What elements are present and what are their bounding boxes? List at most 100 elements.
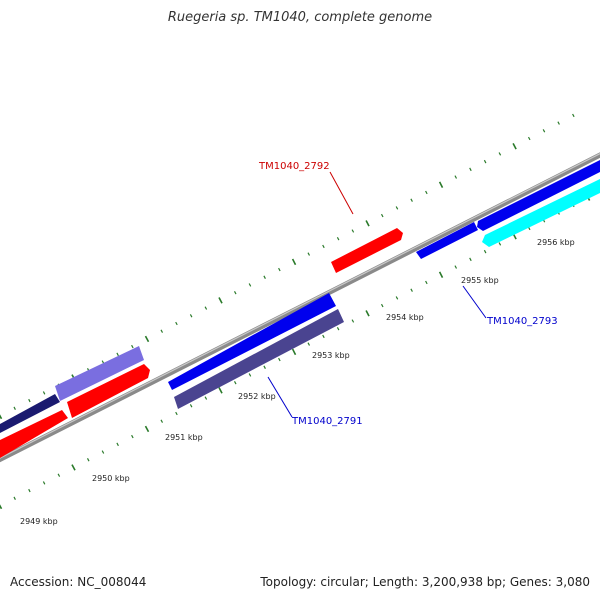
- tick-mark: [248, 283, 252, 287]
- tick-mark: [483, 249, 487, 254]
- tick-mark: [498, 242, 502, 246]
- tick-marks-lower: [0, 194, 591, 510]
- map-title: Ruegeria sp. TM1040, complete genome: [167, 10, 433, 25]
- tick-mark: [71, 464, 76, 471]
- tick-mark: [263, 365, 266, 369]
- gene-tm1040-2791-partner-blue[interactable]: [168, 293, 336, 390]
- tick-mark: [233, 291, 237, 295]
- accession-text: Accession: NC_008044: [10, 575, 147, 589]
- tick-mark: [160, 329, 164, 333]
- tick-mark: [42, 391, 46, 395]
- gene-feature-blue-small[interactable]: [416, 222, 478, 259]
- tick-mark: [527, 136, 531, 141]
- tick-mark: [351, 319, 355, 323]
- tick-mark: [425, 280, 428, 285]
- gene-tm1040-2792[interactable]: [331, 228, 403, 273]
- genome-stats-text: Topology: circular; Length: 3,200,938 bp…: [260, 575, 590, 589]
- tick-mark: [572, 113, 575, 118]
- kbp-label-2951: 2951 kbp: [165, 433, 203, 442]
- tick-mark: [189, 404, 193, 408]
- kbp-label-2952: 2952 kbp: [238, 392, 276, 401]
- tick-mark: [204, 306, 208, 310]
- tick-mark: [160, 419, 164, 423]
- gene-label-tm1040-2791[interactable]: TM1040_2791: [291, 416, 363, 427]
- tick-mark: [438, 181, 444, 188]
- tick-mark: [469, 257, 472, 262]
- kbp-label-2956: 2956 kbp: [537, 238, 575, 247]
- tick-mark: [144, 425, 150, 433]
- scale-labels: 2949 kbp 2950 kbp 2951 kbp 2952 kbp 2953…: [20, 238, 575, 526]
- tick-mark: [13, 406, 16, 410]
- leader-line-tm1040-2793: [462, 285, 487, 319]
- tick-mark: [28, 398, 31, 403]
- gene-labels: TM1040_2792 TM1040_2793 TM1040_2791: [258, 161, 558, 427]
- tick-mark: [483, 159, 487, 164]
- tick-mark: [57, 473, 61, 477]
- kbp-label-2953: 2953 kbp: [312, 351, 350, 360]
- tick-mark: [189, 314, 193, 318]
- tick-mark: [454, 265, 458, 269]
- tick-mark: [469, 167, 472, 172]
- tick-mark: [322, 334, 325, 339]
- backbone: [0, 152, 600, 463]
- tick-mark: [291, 258, 297, 266]
- tick-mark: [307, 252, 311, 256]
- tick-mark: [322, 244, 325, 249]
- tick-mark: [175, 411, 178, 416]
- tick-mark: [116, 442, 119, 447]
- tick-mark: [380, 303, 384, 308]
- tick-mark: [218, 387, 223, 394]
- tick-mark: [307, 342, 311, 346]
- gene-label-tm1040-2792[interactable]: TM1040_2792: [258, 161, 330, 172]
- gene-features: [0, 160, 600, 458]
- gene-feature-red-left-1[interactable]: [67, 364, 150, 418]
- tick-mark: [278, 267, 281, 272]
- tick-marks-upper: [0, 113, 575, 420]
- tick-mark: [101, 450, 105, 454]
- tick-mark: [131, 344, 134, 349]
- tick-mark: [0, 504, 3, 510]
- tick-mark: [86, 458, 90, 462]
- tick-mark: [131, 434, 134, 439]
- tick-mark: [395, 206, 399, 210]
- tick-mark: [336, 327, 340, 331]
- tick-mark: [557, 121, 560, 125]
- tick-mark: [116, 352, 119, 357]
- tick-mark: [291, 348, 297, 356]
- leader-line-tm1040-2791: [267, 376, 293, 418]
- tick-mark: [425, 190, 428, 195]
- tick-mark: [336, 237, 340, 241]
- tick-mark: [410, 288, 413, 292]
- tick-mark: [278, 357, 281, 362]
- tick-mark: [263, 275, 266, 279]
- tick-mark: [144, 335, 150, 343]
- gene-tm1040-2791[interactable]: [174, 309, 344, 409]
- tick-mark: [13, 496, 16, 500]
- tick-mark: [218, 297, 223, 304]
- tick-mark: [175, 321, 178, 326]
- gene-label-tm1040-2793[interactable]: TM1040_2793: [486, 316, 558, 327]
- tick-mark: [410, 198, 413, 202]
- kbp-label-2955: 2955 kbp: [461, 276, 499, 285]
- tick-mark: [0, 414, 3, 420]
- tick-mark: [28, 488, 31, 493]
- tick-mark: [498, 152, 502, 156]
- gene-feature-red-left-2[interactable]: [0, 410, 68, 458]
- tick-mark: [395, 296, 399, 300]
- tick-mark: [42, 481, 46, 485]
- kbp-label-2954: 2954 kbp: [386, 313, 424, 322]
- leader-line-tm1040-2792: [329, 171, 354, 215]
- tick-mark: [365, 310, 370, 317]
- gene-feature-blue-upper-right[interactable]: [477, 160, 600, 231]
- tick-mark: [365, 220, 370, 227]
- tick-mark: [542, 129, 546, 133]
- tick-mark: [204, 396, 208, 400]
- tick-mark: [380, 213, 384, 218]
- tick-mark: [438, 271, 444, 278]
- gene-feature-lavender[interactable]: [55, 346, 144, 401]
- tick-mark: [351, 229, 355, 233]
- gene-feature-cyan[interactable]: [482, 179, 600, 247]
- tick-mark: [454, 175, 458, 179]
- gene-feature-navy[interactable]: [0, 394, 60, 433]
